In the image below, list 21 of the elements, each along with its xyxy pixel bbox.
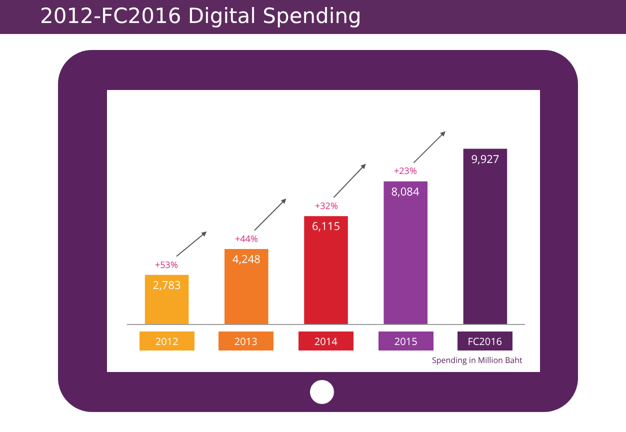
data-label: 8,084	[391, 184, 420, 200]
x-tick-label: 2012	[155, 334, 179, 348]
bar	[304, 216, 348, 324]
bar	[384, 181, 428, 324]
text: Spending in Million Baht	[432, 355, 523, 366]
annotation: +23%	[394, 164, 417, 177]
data-label: 4,248	[232, 252, 260, 268]
bar	[144, 274, 189, 324]
x-tick-label: 2015	[394, 334, 418, 348]
x-tick-label: 2013	[234, 334, 258, 348]
x-tick-label: FC2016	[468, 334, 502, 348]
data-label: 6,115	[312, 219, 340, 234]
annotation: +53%	[155, 258, 178, 271]
x-tick-label: 2014	[314, 334, 338, 348]
bar	[224, 249, 268, 324]
annotation: +44%	[235, 232, 258, 245]
data-label: 2,783	[152, 278, 181, 293]
data-label: 9,927	[471, 152, 500, 167]
bar	[463, 148, 508, 324]
chart-title: 2012-FC2016 Digital Spending	[40, 4, 362, 28]
annotation: +32%	[315, 199, 338, 212]
